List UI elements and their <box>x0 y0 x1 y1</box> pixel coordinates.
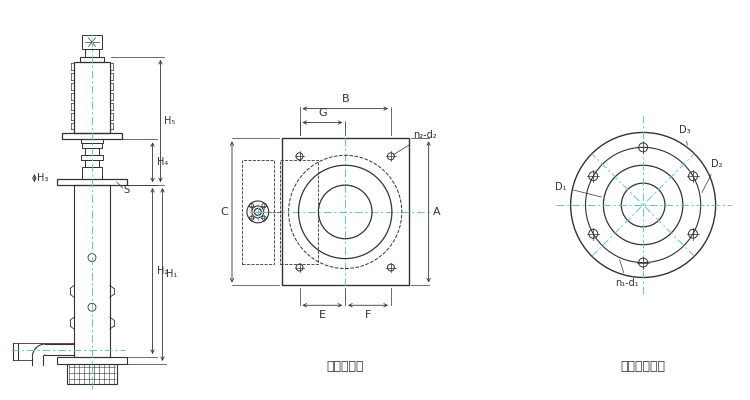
Text: H₃: H₃ <box>38 173 49 183</box>
Bar <box>62 134 122 140</box>
Text: n₂-d₂: n₂-d₂ <box>393 130 436 155</box>
Text: （安装板）: （安装板） <box>326 360 364 373</box>
Text: H₂: H₂ <box>157 266 168 276</box>
Bar <box>81 155 103 160</box>
Bar <box>282 138 409 286</box>
Bar <box>81 140 103 143</box>
Bar <box>74 62 110 134</box>
Bar <box>85 160 99 167</box>
Text: D₃: D₃ <box>679 126 691 145</box>
Text: F: F <box>364 310 371 320</box>
Text: H₅: H₅ <box>164 116 176 126</box>
Text: B: B <box>341 94 349 104</box>
Bar <box>68 364 117 384</box>
Bar <box>82 167 102 179</box>
Text: E: E <box>319 310 326 320</box>
Bar <box>80 57 104 62</box>
Bar <box>82 143 102 148</box>
Text: H₄: H₄ <box>157 157 168 167</box>
Text: （出口法兰）: （出口法兰） <box>621 360 666 373</box>
Bar <box>280 160 319 264</box>
Bar <box>85 49 99 57</box>
Text: A: A <box>433 207 440 217</box>
Text: G: G <box>318 108 327 118</box>
Text: D₂: D₂ <box>702 159 722 192</box>
Text: H₁: H₁ <box>166 270 178 280</box>
Bar <box>85 148 99 155</box>
Text: D₁: D₁ <box>555 182 567 192</box>
Bar <box>57 357 127 364</box>
Bar <box>74 185 110 357</box>
Text: S: S <box>124 185 130 195</box>
Bar <box>242 160 274 264</box>
Bar <box>57 179 127 185</box>
Text: C: C <box>220 207 228 217</box>
Text: n₁-d₁: n₁-d₁ <box>615 260 639 288</box>
Bar <box>82 35 102 49</box>
